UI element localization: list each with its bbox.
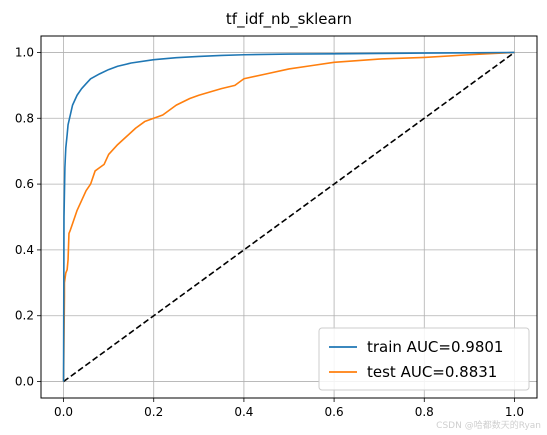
y-tick-label: 0.0 (15, 375, 34, 389)
y-tick-label: 1.0 (15, 45, 34, 59)
x-tick-label: 0.6 (325, 405, 344, 419)
y-tick-label: 0.6 (15, 177, 34, 191)
y-tick-label: 0.8 (15, 111, 34, 125)
series-chance-diagonal (63, 51, 515, 383)
series-layer (62, 51, 515, 383)
plot-frame (40, 35, 538, 399)
series-test-line (62, 51, 515, 382)
legend-label: train AUC=0.9801 (367, 338, 503, 356)
watermark-text: CSDN @哈都数天的Ryan (436, 419, 541, 431)
y-tick-label: 0.2 (15, 309, 34, 323)
chart-title: tf_idf_nb_sklearn (226, 10, 352, 29)
axis-ticks: 0.0 0.2 0.4 0.6 0.8 1.0 0.0 0.2 0.4 0.6 0.8 1.0 (15, 45, 524, 419)
legend-label: test AUC=0.8831 (367, 363, 497, 381)
series-train-line (62, 51, 515, 382)
legend-box (318, 327, 530, 391)
x-tick-label: 0.0 (54, 405, 73, 419)
x-tick-label: 0.4 (234, 405, 253, 419)
x-tick-label: 0.8 (415, 405, 434, 419)
x-tick-label: 1.0 (505, 405, 524, 419)
legend: train AUC=0.9801 test AUC=0.8831 (318, 327, 530, 391)
grid (41, 36, 537, 398)
y-tick-label: 0.4 (15, 243, 34, 257)
x-tick-label: 0.2 (144, 405, 163, 419)
